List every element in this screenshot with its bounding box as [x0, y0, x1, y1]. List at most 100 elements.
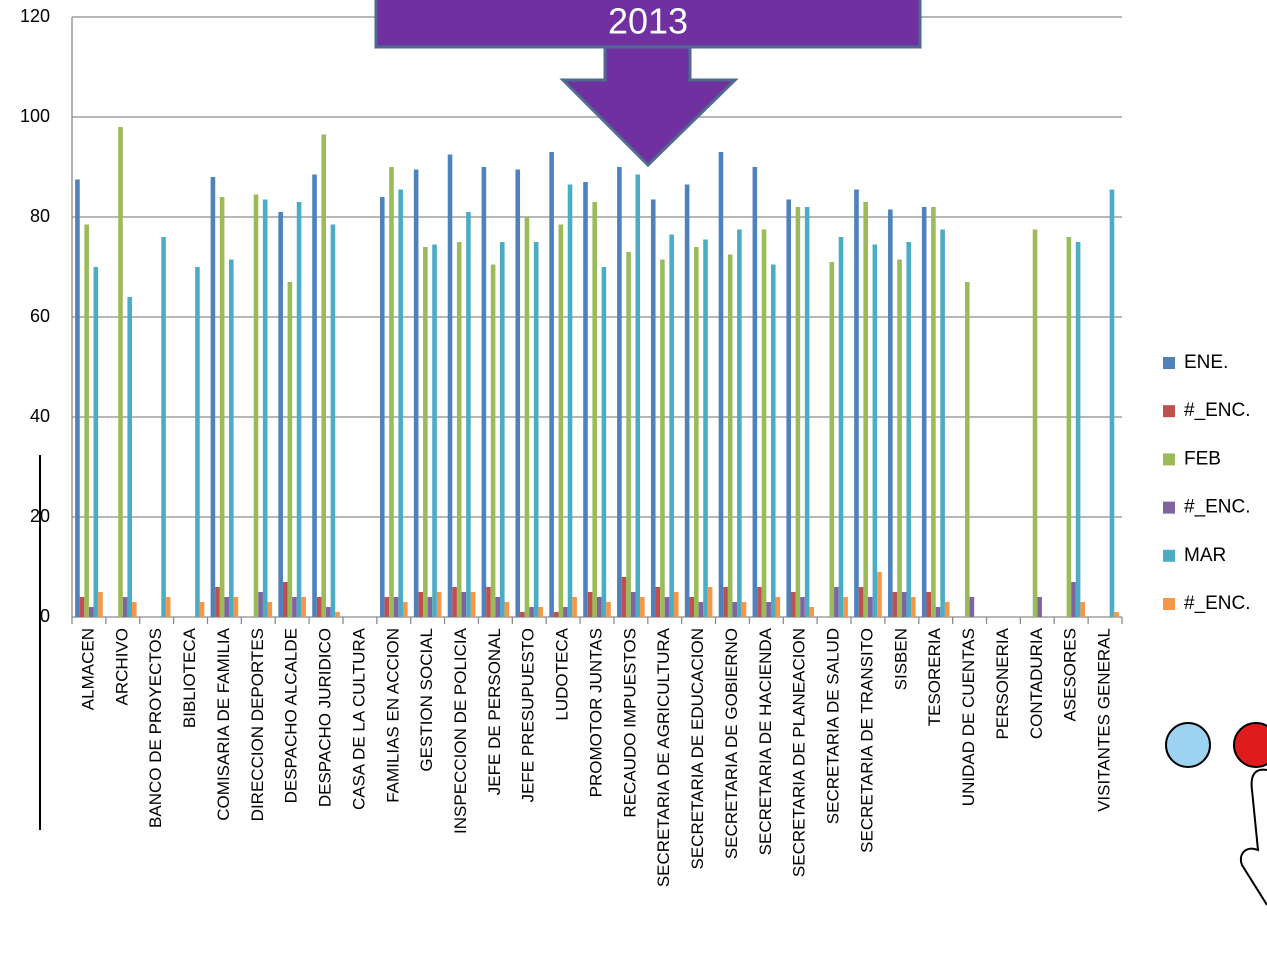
- x-tick-label: UNIDAD DE CUENTAS: [959, 628, 978, 806]
- bar: [761, 229, 767, 617]
- bar: [278, 212, 283, 617]
- x-tick-label: CONTADURIA: [1027, 627, 1046, 739]
- bar: [1037, 597, 1042, 617]
- bar: [127, 297, 133, 617]
- legend-swatch: [1163, 453, 1175, 466]
- bar: [118, 127, 123, 617]
- bar: [635, 174, 641, 617]
- bar: [98, 592, 103, 617]
- x-tick-label: PERSONERIA: [993, 627, 1012, 739]
- x-tick-label: SECRETARIA DE PLANEACION: [790, 628, 809, 877]
- x-tick-label: SECRETARIA DE HACIENDA: [756, 627, 775, 855]
- bar: [809, 607, 815, 617]
- bar: [829, 262, 835, 617]
- x-tick-label: DESPACHO JURIDICO: [316, 628, 335, 807]
- x-tick-label: BIBLIOTECA: [180, 627, 199, 728]
- bar: [195, 267, 200, 617]
- bar: [432, 244, 437, 617]
- bar: [538, 607, 544, 617]
- bar: [718, 152, 724, 617]
- bar: [752, 167, 758, 617]
- bar: [389, 167, 394, 617]
- bar: [393, 597, 399, 617]
- bar: [301, 597, 306, 617]
- bar: [282, 582, 288, 617]
- x-tick-label: DIRECCION DEPORTES: [248, 628, 267, 821]
- bar: [1114, 612, 1119, 617]
- bar: [640, 597, 645, 617]
- bar: [669, 234, 674, 617]
- bar: [296, 202, 302, 617]
- x-tick-label: SECRETARIA DE AGRICULTURA: [654, 627, 673, 887]
- bar: [969, 597, 975, 617]
- x-tick-label: LUDOTECA: [553, 627, 572, 720]
- bar: [940, 229, 945, 617]
- plot-area: 0 20 40 60 80 100 120 ALMACEN ARCHIVO BANCO DE PR…: [20, 6, 1251, 887]
- bar: [549, 152, 554, 617]
- bar: [436, 592, 442, 617]
- bar: [1109, 189, 1115, 617]
- bar: [215, 587, 220, 617]
- bar: [791, 592, 796, 617]
- bar: [1032, 229, 1038, 617]
- bar: [626, 252, 631, 617]
- bar: [698, 602, 704, 617]
- bar: [287, 282, 293, 617]
- bar: [495, 597, 500, 617]
- bar: [504, 602, 510, 617]
- bar: [533, 242, 539, 617]
- x-tick-label: SECRETARIA DE GOBIERNO: [722, 628, 741, 859]
- bar: [384, 597, 390, 617]
- x-tick-label: GESTION SOCIAL: [417, 628, 436, 772]
- bar: [499, 242, 505, 617]
- bar: [413, 169, 419, 617]
- bar: [911, 597, 916, 617]
- bar: [655, 587, 661, 617]
- bar: [897, 259, 902, 617]
- bar: [321, 134, 327, 617]
- bar: [1080, 602, 1085, 617]
- bar: [757, 587, 762, 617]
- x-tick-label: ARCHIVO: [112, 628, 131, 705]
- bar: [770, 264, 776, 617]
- bar: [423, 247, 428, 617]
- bar: [316, 597, 322, 617]
- bar: [466, 212, 471, 617]
- bar: [689, 597, 695, 617]
- bar: [447, 154, 453, 617]
- bar: [165, 597, 171, 617]
- bar: [935, 607, 941, 617]
- bar: [944, 602, 950, 617]
- banner-text: 2013: [608, 1, 688, 42]
- banner-arrow: [559, 45, 739, 168]
- bar: [834, 587, 839, 617]
- bar: [843, 597, 848, 617]
- y-tick-label: 40: [30, 406, 50, 426]
- x-tick-label: FAMILIAS EN ACCION: [383, 628, 402, 803]
- bar: [253, 194, 259, 617]
- bar: [262, 199, 268, 617]
- y-tick-label: 0: [40, 606, 50, 626]
- bar: [470, 592, 476, 617]
- bar: [601, 267, 607, 617]
- legend-swatch: [1163, 549, 1175, 562]
- bar: [926, 592, 932, 617]
- decor-buttons: [1165, 722, 1267, 906]
- bar: [583, 182, 588, 617]
- bar: [312, 174, 317, 617]
- bar: [161, 237, 166, 617]
- x-tick-label: COMISARIA DE FAMILIA: [214, 627, 233, 820]
- x-tick-label: DESPACHO ALCALDE: [282, 628, 301, 803]
- bar: [326, 607, 331, 617]
- bar: [210, 177, 216, 617]
- bar: [330, 224, 336, 617]
- bar: [1075, 242, 1081, 617]
- bar: [490, 264, 496, 617]
- legend-label: ENE.: [1184, 352, 1228, 373]
- bar: [258, 592, 263, 617]
- legend-swatch: [1163, 598, 1175, 610]
- bar: [664, 597, 670, 617]
- y-tick-label: 80: [30, 206, 50, 226]
- bar: [75, 179, 80, 617]
